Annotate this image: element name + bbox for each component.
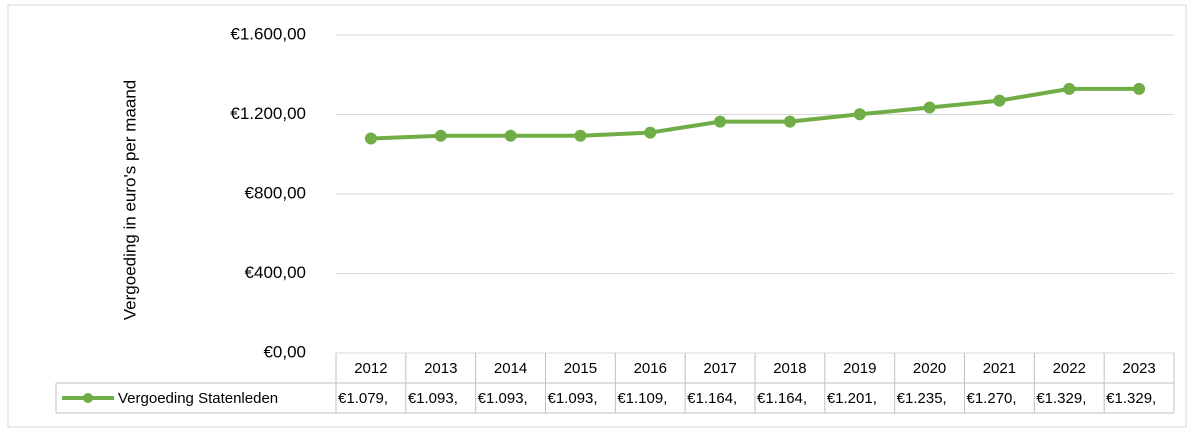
table-value: €1.201, [827, 390, 877, 407]
data-point [574, 129, 587, 142]
data-point [1063, 82, 1076, 95]
y-axis-label: Vergoeding in euro's per maand [120, 80, 139, 320]
table-value: €1.270, [967, 390, 1017, 407]
legend-marker [83, 393, 93, 403]
data-point [434, 129, 447, 142]
x-tick-label: 2014 [494, 360, 527, 377]
x-tick-label: 2013 [424, 360, 457, 377]
data-point [853, 108, 866, 121]
x-tick-label: 2022 [1053, 360, 1086, 377]
data-point [364, 132, 377, 145]
y-tick-label: €1.600,00 [230, 24, 306, 43]
x-tick-label: 2012 [354, 360, 387, 377]
legend-label: Vergoeding Statenleden [118, 390, 278, 407]
data-point [504, 129, 517, 142]
table-value: €1.093, [408, 390, 458, 407]
series-line [370, 86, 1140, 141]
data-point [993, 94, 1006, 107]
x-tick-label: 2016 [634, 360, 667, 377]
table-value: €1.164, [757, 390, 807, 407]
table-value: €1.329, [1106, 390, 1156, 407]
table-value: €1.093, [478, 390, 528, 407]
y-tick-label: €800,00 [245, 183, 306, 202]
table-value: €1.079, [338, 390, 388, 407]
table-value: €1.093, [548, 390, 598, 407]
y-tick-label: €400,00 [245, 263, 306, 282]
x-tick-label: 2021 [983, 360, 1016, 377]
y-tick-label: €0,00 [263, 342, 306, 361]
x-tick-label: 2019 [843, 360, 876, 377]
x-tick-label: 2023 [1122, 360, 1155, 377]
x-tick-label: 2015 [564, 360, 597, 377]
data-point [714, 115, 727, 128]
data-point [783, 115, 796, 128]
data-point [644, 126, 657, 139]
x-tick-label: 2018 [773, 360, 806, 377]
table-value: €1.109, [617, 390, 667, 407]
table-value: €1.235, [897, 390, 947, 407]
table-value: €1.329, [1036, 390, 1086, 407]
data-point [923, 101, 936, 114]
chart-border [7, 4, 1187, 428]
x-tick-label: 2017 [703, 360, 736, 377]
x-tick-label: 2020 [913, 360, 946, 377]
y-tick-label: €1.200,00 [230, 104, 306, 123]
data-point [1133, 82, 1146, 95]
table-value: €1.164, [687, 390, 737, 407]
